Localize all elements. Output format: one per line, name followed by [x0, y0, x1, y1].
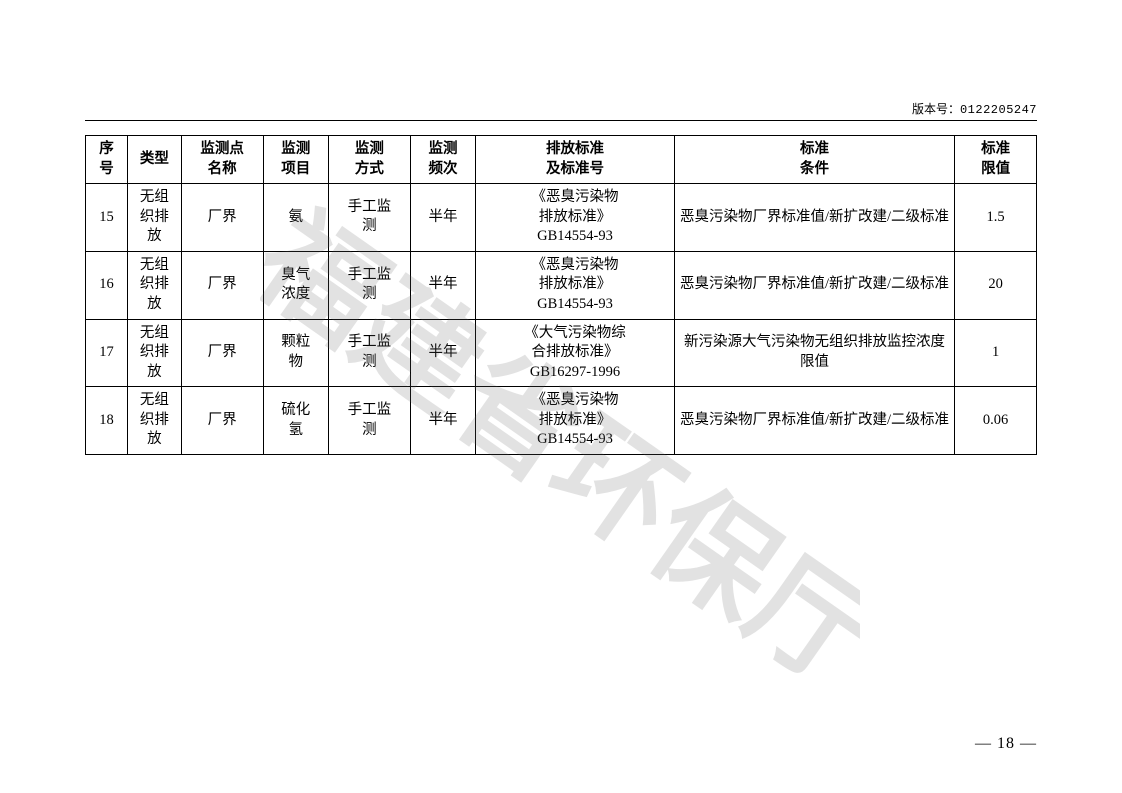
- table-cell: 无组织排放: [128, 319, 182, 387]
- table-cell: 恶臭污染物厂界标准值/新扩改建/二级标准: [674, 387, 954, 455]
- table-cell: 半年: [410, 319, 475, 387]
- header-rule: [85, 120, 1037, 121]
- table-cell: 《恶臭污染物排放标准》GB14554-93: [476, 184, 675, 252]
- table-cell: 厂界: [181, 387, 263, 455]
- table-cell: 无组织排放: [128, 387, 182, 455]
- column-header: 排放标准及标准号: [476, 136, 675, 184]
- table-cell: 厂界: [181, 251, 263, 319]
- table-header-row: 序号类型监测点名称监测项目监测方式监测频次排放标准及标准号标准条件标准限值: [86, 136, 1037, 184]
- table-row: 15无组织排放厂界氨手工监测半年《恶臭污染物排放标准》GB14554-93恶臭污…: [86, 184, 1037, 252]
- table-cell: 手工监测: [328, 387, 410, 455]
- table-cell: 氨: [263, 184, 328, 252]
- table-cell: 16: [86, 251, 128, 319]
- table-cell: 硫化氢: [263, 387, 328, 455]
- table-cell: 手工监测: [328, 319, 410, 387]
- column-header: 监测频次: [410, 136, 475, 184]
- version-line: 版本号：0122205247: [912, 100, 1037, 117]
- table-cell: 18: [86, 387, 128, 455]
- table-cell: 20: [955, 251, 1037, 319]
- table-cell: 手工监测: [328, 251, 410, 319]
- table-cell: 《恶臭污染物排放标准》GB14554-93: [476, 251, 675, 319]
- table-row: 16无组织排放厂界臭气浓度手工监测半年《恶臭污染物排放标准》GB14554-93…: [86, 251, 1037, 319]
- column-header: 序号: [86, 136, 128, 184]
- table-cell: 半年: [410, 387, 475, 455]
- table-cell: 半年: [410, 251, 475, 319]
- column-header: 监测方式: [328, 136, 410, 184]
- table-cell: 厂界: [181, 184, 263, 252]
- table-cell: 1: [955, 319, 1037, 387]
- table-cell: 手工监测: [328, 184, 410, 252]
- table-cell: 无组织排放: [128, 184, 182, 252]
- table-cell: 无组织排放: [128, 251, 182, 319]
- column-header: 标准条件: [674, 136, 954, 184]
- table-row: 18无组织排放厂界硫化氢手工监测半年《恶臭污染物排放标准》GB14554-93恶…: [86, 387, 1037, 455]
- table-row: 17无组织排放厂界颗粒物手工监测半年《大气污染物综合排放标准》GB16297-1…: [86, 319, 1037, 387]
- column-header: 类型: [128, 136, 182, 184]
- version-label: 版本号：: [912, 102, 960, 116]
- table-cell: 恶臭污染物厂界标准值/新扩改建/二级标准: [674, 251, 954, 319]
- table-head: 序号类型监测点名称监测项目监测方式监测频次排放标准及标准号标准条件标准限值: [86, 136, 1037, 184]
- version-value: 0122205247: [960, 103, 1037, 117]
- table-cell: 《大气污染物综合排放标准》GB16297-1996: [476, 319, 675, 387]
- table-cell: 17: [86, 319, 128, 387]
- table-cell: 新污染源大气污染物无组织排放监控浓度限值: [674, 319, 954, 387]
- emission-standards-table: 序号类型监测点名称监测项目监测方式监测频次排放标准及标准号标准条件标准限值 15…: [85, 135, 1037, 455]
- table-cell: 15: [86, 184, 128, 252]
- column-header: 监测项目: [263, 136, 328, 184]
- table-cell: 颗粒物: [263, 319, 328, 387]
- table-cell: 1.5: [955, 184, 1037, 252]
- table-body: 15无组织排放厂界氨手工监测半年《恶臭污染物排放标准》GB14554-93恶臭污…: [86, 184, 1037, 455]
- column-header: 监测点名称: [181, 136, 263, 184]
- table-cell: 0.06: [955, 387, 1037, 455]
- table-cell: 臭气浓度: [263, 251, 328, 319]
- document-page: 版本号：0122205247 福建省环保厅 序号类型监测点名称监测项目监测方式监…: [0, 0, 1122, 793]
- table-cell: 《恶臭污染物排放标准》GB14554-93: [476, 387, 675, 455]
- table-cell: 半年: [410, 184, 475, 252]
- column-header: 标准限值: [955, 136, 1037, 184]
- table-cell: 恶臭污染物厂界标准值/新扩改建/二级标准: [674, 184, 954, 252]
- page-number: — 18 —: [975, 735, 1037, 753]
- table-cell: 厂界: [181, 319, 263, 387]
